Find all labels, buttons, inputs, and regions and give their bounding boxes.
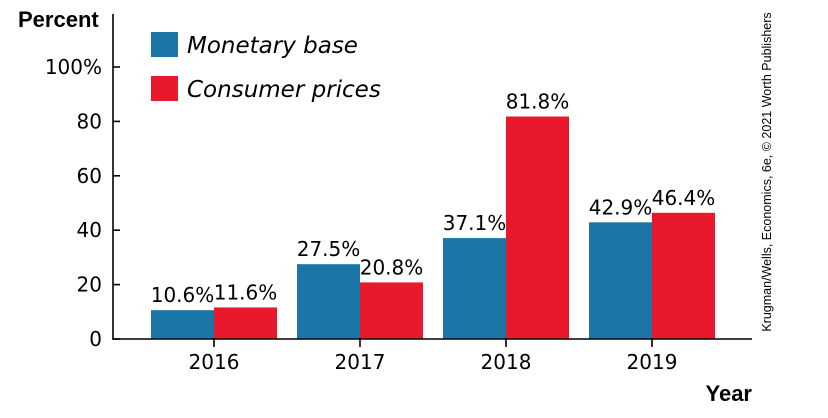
y-tick-label: 100% — [45, 55, 102, 79]
bar-consumer-prices-2019 — [652, 212, 715, 339]
bar-monetary-base-2018 — [443, 238, 506, 339]
x-axis-title: Year — [706, 381, 753, 406]
y-tick-label: 40 — [77, 218, 102, 242]
y-tick-label: 80 — [77, 109, 102, 133]
bar-consumer-prices-2016 — [214, 307, 277, 339]
y-tick-label: 0 — [89, 327, 102, 351]
x-tick-label: 2016 — [189, 350, 240, 374]
bars: 10.6% 11.6% 27.5%20.8% 37.1% 81.8% 42.9% 46.4% — [151, 90, 716, 339]
x-tick-label: 2018 — [481, 350, 532, 374]
data-label: 42.9% — [589, 195, 653, 219]
data-label: 81.8% — [506, 90, 570, 114]
legend: Monetary base Consumer prices — [151, 32, 381, 103]
legend-swatch — [151, 32, 178, 57]
data-label: 11.6% — [214, 280, 278, 304]
y-axis-title: Percent — [18, 7, 99, 32]
y-tick-label: 60 — [77, 164, 102, 188]
credit-text: Krugman/Wells, Economics, 6e, © 2021 Wor… — [760, 12, 774, 331]
legend-label: Monetary base — [187, 33, 358, 59]
data-label: 10.6% — [151, 283, 215, 307]
data-label: 37.1% — [443, 211, 507, 235]
bar-monetary-base-2017 — [297, 264, 360, 339]
legend-label: Consumer prices — [187, 77, 381, 103]
data-label: 27.5% — [297, 237, 361, 261]
bar-monetary-base-2019 — [589, 222, 652, 339]
y-tick-label: 20 — [77, 273, 102, 297]
bar-monetary-base-2016 — [151, 310, 214, 339]
bar-consumer-prices-2017 — [360, 282, 423, 339]
bar-consumer-prices-2018 — [506, 116, 569, 339]
data-label: 46.4% — [652, 186, 716, 210]
x-tick-label: 2019 — [627, 350, 678, 374]
data-label: 20.8% — [360, 255, 424, 279]
x-axis-ticks: 2016 2017 2018 2019 — [189, 339, 678, 374]
x-tick-label: 2017 — [335, 350, 386, 374]
y-axis-ticks: 0 20 40 60 80 100% — [45, 55, 120, 351]
legend-swatch — [151, 76, 178, 101]
